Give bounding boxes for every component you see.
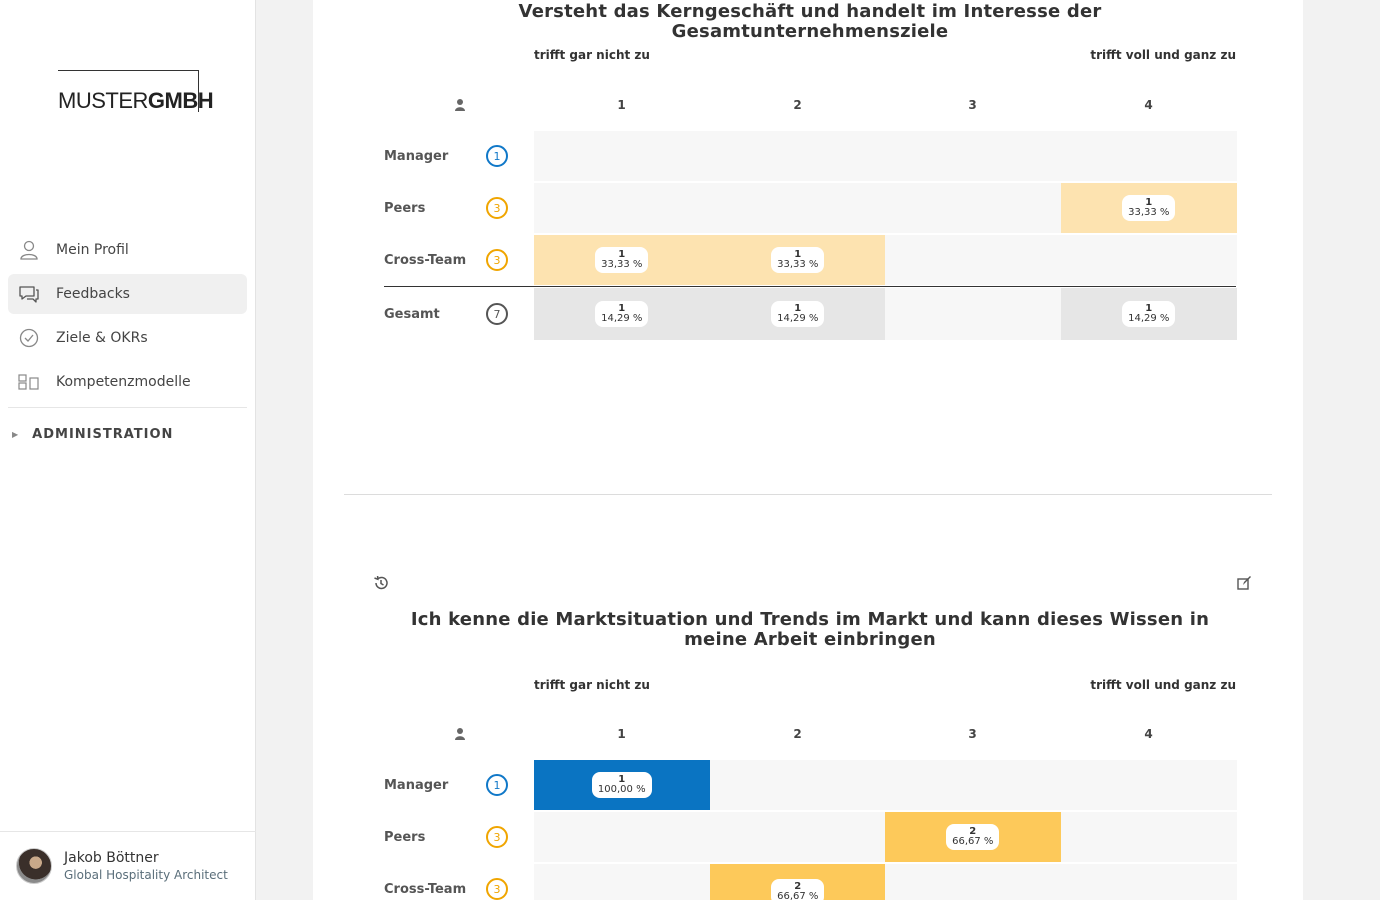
- nav-item-mein-profil[interactable]: Mein Profil: [8, 230, 247, 270]
- administration-section[interactable]: ▶ ADMINISTRATION: [12, 427, 173, 442]
- column-header: 2: [793, 727, 802, 741]
- total-cell: 1 14,29 %: [1061, 288, 1237, 340]
- nav-item-feedbacks[interactable]: Feedbacks: [8, 274, 247, 314]
- heat-cell: [885, 131, 1061, 181]
- heat-cell: [1061, 812, 1237, 862]
- heat-cell: [534, 183, 710, 233]
- respondent-count-badge: 7: [486, 303, 508, 325]
- user-role: Global Hospitality Architect: [64, 868, 228, 882]
- heat-cell: [885, 235, 1061, 285]
- caret-right-icon: ▶: [12, 430, 19, 439]
- respondent-count-badge: 1: [486, 145, 508, 167]
- row-label-manager: Manager: [384, 149, 449, 164]
- heat-cell: [885, 183, 1061, 233]
- respondent-count-badge: 3: [486, 197, 508, 219]
- person-icon: [455, 728, 465, 740]
- heat-cell: 1 100,00 %: [534, 760, 710, 810]
- column-header: 1: [617, 727, 626, 741]
- value-pill: 1 33,33 %: [771, 247, 825, 273]
- row-label-total: Gesamt: [384, 307, 440, 322]
- row-label-peers: Peers: [384, 201, 426, 216]
- nav-label: Kompetenzmodelle: [56, 374, 191, 390]
- heat-cell: [710, 760, 886, 810]
- question-title: Ich kenne die Marktsituation und Trends …: [410, 609, 1210, 650]
- nav-label: Ziele & OKRs: [56, 330, 148, 346]
- scale-high-label: trifft voll und ganz zu: [1090, 48, 1236, 62]
- row-label-cross-team: Cross-Team: [384, 882, 467, 897]
- scale-low-label: trifft gar nicht zu: [534, 48, 650, 62]
- column-header: 3: [968, 727, 977, 741]
- feedback-card: Versteht das Kerngeschäft und handelt im…: [313, 0, 1303, 900]
- question-title: Versteht das Kerngeschäft und handelt im…: [518, 1, 1102, 42]
- scale-high-label: trifft voll und ganz zu: [1090, 678, 1236, 692]
- heat-cell: [710, 812, 886, 862]
- column-header: 1: [617, 98, 626, 112]
- heat-cell: [885, 760, 1061, 810]
- total-cell: 1 14,29 %: [534, 288, 710, 340]
- nav-label: Mein Profil: [56, 242, 129, 258]
- company-logo[interactable]: MUSTERGMBH: [58, 70, 214, 113]
- heat-cell: [710, 131, 886, 181]
- sidebar: MUSTERGMBH Mein Profil Feedbacks Ziele &…: [0, 0, 256, 900]
- heat-cell: [1061, 864, 1237, 900]
- avatar: [16, 848, 52, 884]
- row-label-manager: Manager: [384, 778, 449, 793]
- heat-cell: 1 33,33 %: [710, 235, 886, 285]
- total-divider: [384, 286, 1236, 287]
- heat-cell: [1061, 131, 1237, 181]
- user-name: Jakob Böttner: [64, 850, 159, 866]
- column-header: 2: [793, 98, 802, 112]
- heat-cell: [885, 864, 1061, 900]
- administration-label: ADMINISTRATION: [32, 427, 174, 442]
- heat-cell: [534, 812, 710, 862]
- heat-cell: 2 66,67 %: [885, 812, 1061, 862]
- row-label-cross-team: Cross-Team: [384, 253, 467, 268]
- history-icon[interactable]: [373, 575, 389, 591]
- total-cell: [885, 288, 1061, 340]
- value-pill: 2 66,67 %: [946, 824, 1000, 850]
- heat-cell: [1061, 760, 1237, 810]
- heat-cell: 2 66,67 %: [710, 864, 886, 900]
- nav-item-ziele-okrs[interactable]: Ziele & OKRs: [8, 318, 247, 358]
- chat-icon: [18, 283, 40, 305]
- nav-divider: [8, 407, 247, 408]
- heat-cell: 1 33,33 %: [534, 235, 710, 285]
- user-profile[interactable]: Jakob Böttner Global Hospitality Archite…: [16, 848, 228, 884]
- blocks-icon: [18, 371, 40, 393]
- logo-text: MUSTERGMBH: [58, 88, 214, 113]
- heat-cell: 1 33,33 %: [1061, 183, 1237, 233]
- heat-cell: [534, 131, 710, 181]
- respondent-count-badge: 1: [486, 774, 508, 796]
- respondent-count-badge: 3: [486, 826, 508, 848]
- value-pill: 1 33,33 %: [595, 247, 649, 273]
- heat-cell: [710, 183, 886, 233]
- heat-cell: [534, 864, 710, 900]
- scale-low-label: trifft gar nicht zu: [534, 678, 650, 692]
- value-pill: 1 100,00 %: [591, 772, 652, 798]
- respondent-count-badge: 3: [486, 249, 508, 271]
- column-header: 4: [1144, 727, 1153, 741]
- edit-icon[interactable]: [1236, 575, 1252, 591]
- user-icon: [18, 239, 40, 261]
- column-header: 3: [968, 98, 977, 112]
- value-pill: 1 33,33 %: [1122, 195, 1176, 221]
- value-pill: 2 66,67 %: [771, 879, 825, 900]
- value-pill: 1 14,29 %: [771, 301, 825, 327]
- heat-cell: [1061, 235, 1237, 285]
- nav-item-kompetenzmodelle[interactable]: Kompetenzmodelle: [8, 362, 247, 402]
- nav-label: Feedbacks: [56, 286, 130, 302]
- row-label-peers: Peers: [384, 830, 426, 845]
- column-header: 4: [1144, 98, 1153, 112]
- user-divider: [0, 831, 256, 832]
- value-pill: 1 14,29 %: [595, 301, 649, 327]
- respondent-count-badge: 3: [486, 878, 508, 900]
- person-icon: [455, 99, 465, 111]
- check-circle-icon: [18, 327, 40, 349]
- total-cell: 1 14,29 %: [710, 288, 886, 340]
- question-divider: [344, 494, 1272, 495]
- main-nav: Mein Profil Feedbacks Ziele & OKRs Kompe…: [8, 230, 247, 406]
- value-pill: 1 14,29 %: [1122, 301, 1176, 327]
